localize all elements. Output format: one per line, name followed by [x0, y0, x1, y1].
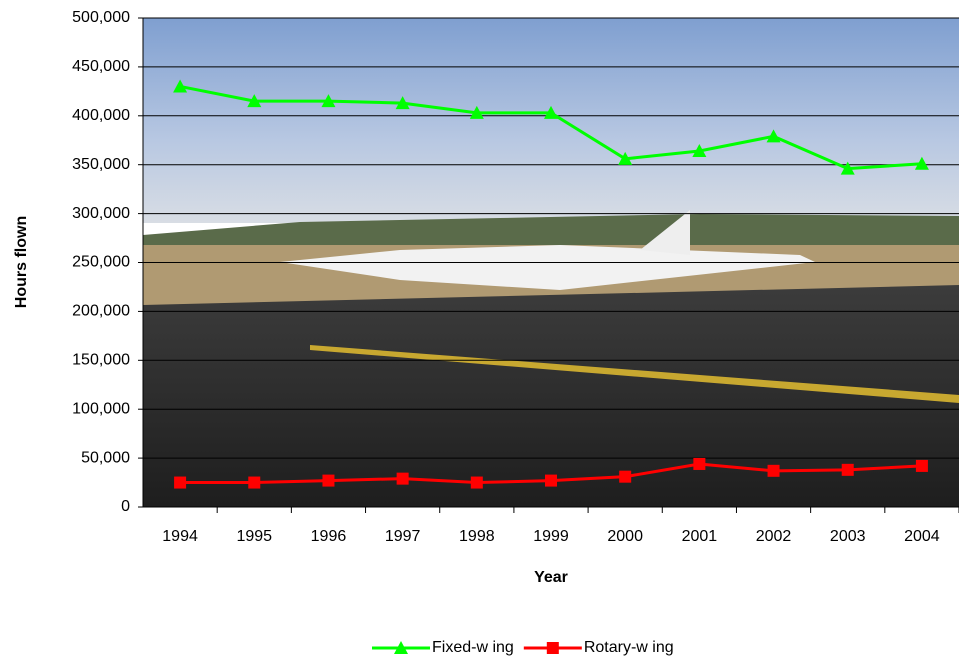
x-tick-label: 2002 [756, 528, 792, 545]
y-tick-label: 400,000 [72, 107, 130, 124]
data-point [545, 475, 557, 487]
data-point [768, 465, 780, 477]
y-tick-label: 350,000 [72, 156, 130, 173]
y-axis-title: Hours flown [13, 216, 30, 308]
y-tick-label: 450,000 [72, 58, 130, 75]
x-tick-label: 1996 [311, 528, 347, 545]
x-tick-label: 1994 [162, 528, 198, 545]
y-tick-label: 150,000 [72, 352, 130, 369]
chart: Hours flown Year 0 50,000 100,000 150,000 20… [0, 0, 959, 661]
page: {"chart_data": { "type": "line", "x_labe… [0, 0, 959, 666]
x-tick-label: 2000 [607, 528, 643, 545]
legend-label: Fixed-w ing [432, 639, 514, 656]
x-tick-label: 2001 [682, 528, 718, 545]
y-tick-label: 0 [121, 498, 130, 515]
y-tick-label: 300,000 [72, 205, 130, 222]
x-tick-label: 1998 [459, 528, 495, 545]
x-tick-label: 1995 [236, 528, 272, 545]
data-point [248, 477, 260, 489]
y-tick-label: 100,000 [72, 400, 130, 417]
y-tick-label: 50,000 [81, 449, 130, 466]
data-point [916, 460, 928, 472]
data-point [174, 477, 186, 489]
x-tick-label: 1997 [385, 528, 421, 545]
legend-marker [547, 642, 559, 654]
data-point [471, 477, 483, 489]
x-axis-title: Year [534, 569, 568, 586]
data-point [397, 473, 409, 485]
x-tick-label: 2004 [904, 528, 940, 545]
y-tick-label: 500,000 [72, 9, 130, 26]
data-point [619, 471, 631, 483]
y-tick-label: 250,000 [72, 254, 130, 271]
legend-label: Rotary-w ing [584, 639, 674, 656]
data-point [693, 458, 705, 470]
x-tick-label: 1999 [533, 528, 569, 545]
y-tick-label: 200,000 [72, 303, 130, 320]
data-point [322, 475, 334, 487]
data-point [842, 464, 854, 476]
x-tick-label: 2003 [830, 528, 866, 545]
